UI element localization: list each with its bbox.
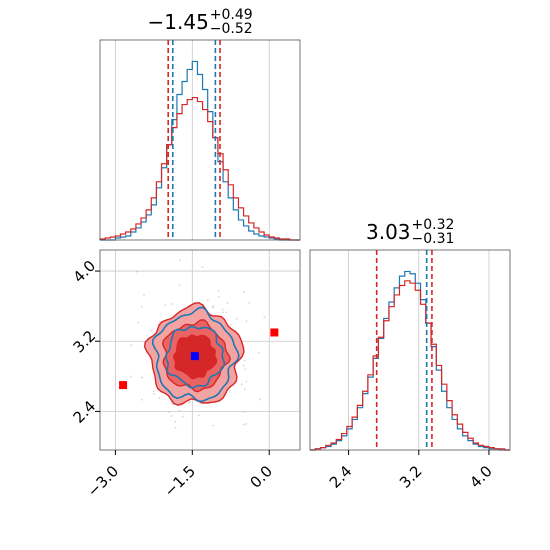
joint-sample-point bbox=[212, 306, 214, 309]
joint-sample-point bbox=[178, 284, 181, 287]
joint-sample-point bbox=[158, 320, 161, 323]
joint-sample-point bbox=[140, 398, 143, 401]
joint-sample-point bbox=[221, 311, 224, 314]
joint-sample-point bbox=[135, 270, 138, 273]
joint-sample-point bbox=[152, 390, 155, 392]
joint-sample-point bbox=[181, 415, 184, 418]
joint-sample-point bbox=[240, 383, 243, 386]
marginal-y-series-1 bbox=[310, 280, 510, 451]
joint-sample-point bbox=[170, 414, 173, 417]
joint-sample-point bbox=[174, 420, 177, 423]
joint-sample-point bbox=[129, 375, 132, 378]
joint-sample-point bbox=[259, 398, 262, 401]
joint-frame bbox=[99, 249, 301, 451]
joint-y-tick-label: 4.0 bbox=[70, 257, 100, 287]
marginal-y-histogram-panel: 2.4 3.2 4.0 bbox=[309, 249, 511, 492]
joint-sample-point bbox=[179, 259, 182, 262]
marginal-x-title: −1.45 +0.49 −0.52 bbox=[148, 8, 253, 36]
joint-sample-point bbox=[243, 388, 246, 391]
joint-y-tick-label: 3.2 bbox=[70, 327, 100, 357]
joint-sample-point bbox=[257, 351, 260, 354]
joint-sample-point bbox=[243, 291, 246, 293]
joint-contour-panel: −3.0 −1.5 0.0 4.0 3.2 2.4 bbox=[70, 249, 301, 501]
joint-sample-point bbox=[152, 392, 155, 395]
joint-sample-point bbox=[221, 308, 224, 311]
joint-sample-point bbox=[164, 304, 167, 307]
joint-marker-1 bbox=[270, 328, 279, 337]
marginal-y-frame bbox=[309, 249, 511, 451]
joint-sample-point bbox=[243, 359, 246, 362]
joint-sample-point bbox=[243, 411, 246, 413]
joint-contour-line-3 bbox=[151, 306, 240, 403]
joint-marker-0 bbox=[119, 381, 128, 390]
joint-sample-point bbox=[212, 424, 215, 427]
joint-sample-point bbox=[199, 402, 202, 405]
joint-sample-point bbox=[137, 321, 140, 324]
marginal-x-series-1 bbox=[99, 96, 300, 241]
joint-sample-point bbox=[263, 316, 266, 319]
marginal-x-title-upper: +0.49 bbox=[209, 7, 253, 23]
marginal-x-series-0 bbox=[100, 60, 300, 241]
joint-sample-point bbox=[242, 423, 245, 426]
joint-sample-point bbox=[174, 426, 177, 429]
joint-sample-point bbox=[141, 376, 143, 379]
joint-sample-point bbox=[212, 305, 214, 307]
joint-sample-point bbox=[130, 344, 133, 347]
joint-sample-point bbox=[140, 305, 143, 308]
marginal-x-title-value: −1.45 bbox=[147, 10, 209, 34]
joint-sample-point bbox=[244, 368, 247, 371]
joint-sample-point bbox=[188, 402, 191, 404]
joint-sample-point bbox=[228, 390, 231, 392]
joint-sample-point bbox=[206, 299, 209, 302]
joint-y-tick-label: 2.4 bbox=[70, 397, 100, 427]
joint-sample-point bbox=[158, 396, 161, 399]
joint-marker-2 bbox=[190, 352, 199, 361]
joint-sample-point bbox=[225, 311, 228, 314]
joint-sample-point bbox=[201, 266, 204, 269]
joint-contour-line-4 bbox=[164, 325, 226, 389]
joint-sample-point bbox=[150, 329, 153, 332]
marginal-y-series-0 bbox=[310, 270, 510, 451]
joint-sample-point bbox=[226, 302, 229, 304]
joint-x-tick-label: −1.5 bbox=[161, 462, 199, 500]
marginal-x-frame bbox=[99, 39, 301, 241]
joint-sample-point bbox=[218, 295, 220, 298]
joint-sample-point bbox=[229, 323, 232, 326]
joint-sample-point bbox=[178, 409, 181, 412]
marginal-y-title-value: 3.03 bbox=[366, 220, 411, 244]
marginal-y-tick-label: 2.4 bbox=[326, 462, 356, 492]
joint-sample-point bbox=[143, 293, 145, 296]
joint-x-tick-label: 0.0 bbox=[246, 462, 276, 492]
joint-sample-point bbox=[248, 301, 251, 304]
joint-x-tick-label: −3.0 bbox=[84, 462, 122, 500]
joint-sample-point bbox=[217, 290, 220, 292]
joint-sample-point bbox=[168, 411, 171, 413]
marginal-y-tick-label: 4.0 bbox=[466, 462, 496, 492]
joint-sample-point bbox=[242, 364, 245, 367]
marginal-y-tick-label: 3.2 bbox=[396, 462, 426, 492]
marginal-y-title: 3.03 +0.32 −0.31 bbox=[366, 218, 454, 246]
joint-sample-point bbox=[170, 303, 173, 305]
joint-sample-point bbox=[245, 320, 248, 323]
joint-sample-point bbox=[245, 422, 247, 425]
marginal-x-histogram-panel bbox=[99, 39, 301, 241]
marginal-y-title-upper: +0.32 bbox=[411, 217, 455, 233]
joint-sample-point bbox=[197, 414, 200, 417]
joint-sample-point bbox=[235, 317, 238, 320]
joint-sample-point bbox=[245, 380, 248, 383]
marginal-x-title-lower: −0.52 bbox=[209, 21, 253, 37]
marginal-y-title-lower: −0.31 bbox=[411, 231, 455, 247]
